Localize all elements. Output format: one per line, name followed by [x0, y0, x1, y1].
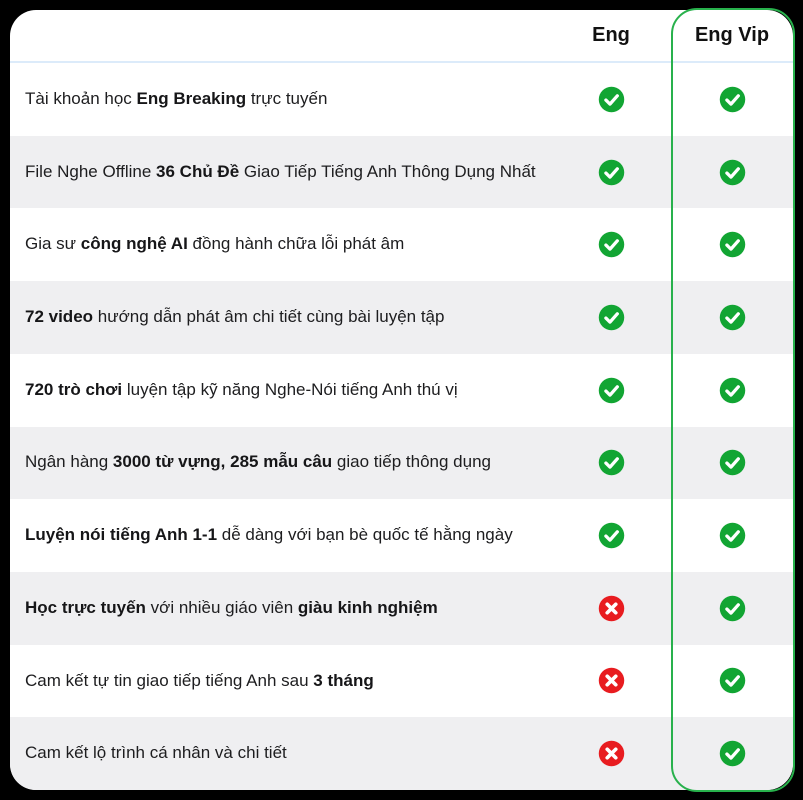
feature-text-bold: 720 trò chơi — [25, 379, 123, 399]
check-icon — [719, 86, 745, 113]
feature-text-bold: giàu kinh nghiệm — [297, 597, 438, 617]
comparison-card: Eng Eng Vip Tài khoản học Eng Breaking t… — [10, 10, 793, 790]
table-row: File Nghe Offline 36 Chủ Đề Giao Tiếp Ti… — [10, 135, 793, 209]
table-body: Tài khoản học Eng Breaking trực tuyến Fi… — [10, 63, 793, 790]
column-header-eng-vip: Eng Vip — [694, 24, 770, 46]
column-header-eng: Eng — [592, 24, 630, 46]
vip-cell — [671, 377, 793, 404]
feature-label: Học trực tuyến với nhiều giáo viên giàu … — [10, 597, 551, 620]
vip-cell — [671, 667, 793, 694]
feature-label: 72 video hướng dẫn phát âm chi tiết cùng… — [10, 306, 551, 329]
check-icon — [719, 232, 745, 258]
check-icon — [719, 450, 745, 476]
eng-cell — [551, 304, 671, 331]
feature-text: Cam kết tự tin giao tiếp tiếng Anh sau — [25, 670, 314, 690]
cross-icon — [598, 595, 624, 621]
cross-icon — [598, 668, 624, 694]
check-icon — [598, 304, 624, 331]
table-row: 72 video hướng dẫn phát âm chi tiết cùng… — [10, 281, 793, 354]
eng-cell — [551, 231, 671, 258]
feature-label: Cam kết tự tin giao tiếp tiếng Anh sau 3… — [10, 670, 551, 693]
feature-label: File Nghe Offline 36 Chủ Đề Giao Tiếp Ti… — [10, 161, 551, 184]
feature-text-bold: Eng Breaking — [136, 88, 247, 108]
vip-cell — [671, 595, 793, 622]
feature-text-bold: Luyện nói tiếng Anh 1-1 — [25, 525, 218, 545]
vip-cell — [671, 86, 793, 113]
eng-cell — [551, 86, 671, 113]
table-row: Học trực tuyến với nhiều giáo viên giàu … — [10, 571, 793, 645]
check-icon — [598, 159, 624, 185]
table-row: Gia sư công nghệ AI đồng hành chữa lỗi p… — [10, 208, 793, 281]
table-header: Eng Eng Vip — [10, 10, 793, 63]
check-icon — [719, 740, 745, 767]
feature-text: Cam kết lộ trình cá nhân và chi tiết — [25, 743, 287, 763]
feature-label: Luyện nói tiếng Anh 1-1 dễ dàng với bạn … — [10, 524, 551, 547]
table-row: 720 trò chơi luyện tập kỹ năng Nghe-Nói … — [10, 354, 793, 427]
feature-text: Ngân hàng — [25, 452, 113, 472]
eng-cell — [551, 595, 671, 622]
vip-cell — [671, 449, 793, 476]
check-icon — [598, 522, 624, 549]
feature-label: Tài khoản học Eng Breaking trực tuyến — [10, 88, 551, 111]
table-row: Luyện nói tiếng Anh 1-1 dễ dàng với bạn … — [10, 499, 793, 572]
feature-label: Gia sư công nghệ AI đồng hành chữa lỗi p… — [10, 233, 551, 256]
table-row: Cam kết lộ trình cá nhân và chi tiết — [10, 717, 793, 790]
feature-text-bold: 72 video — [25, 306, 94, 326]
feature-text: File Nghe Offline — [25, 161, 157, 181]
feature-text: luyện tập kỹ năng Nghe-Nói tiếng Anh thú… — [122, 379, 458, 399]
check-icon — [719, 668, 745, 694]
vip-cell — [671, 159, 793, 186]
feature-text-bold: 3 tháng — [313, 670, 374, 690]
feature-text-bold: Học trực tuyến — [25, 597, 146, 617]
eng-cell — [551, 740, 671, 767]
feature-text: đồng hành chữa lỗi phát âm — [187, 234, 405, 254]
check-icon — [598, 86, 624, 113]
vip-cell — [671, 740, 793, 767]
table-row: Ngân hàng 3000 từ vựng, 285 mẫu câu giao… — [10, 426, 793, 500]
vip-cell — [671, 304, 793, 331]
check-icon — [598, 450, 624, 476]
feature-text-bold: 36 Chủ Đề — [156, 161, 240, 181]
vip-cell — [671, 522, 793, 549]
check-icon — [719, 377, 745, 403]
feature-text: dễ dàng với bạn bè quốc tế hằng ngày — [217, 525, 513, 545]
check-icon — [719, 159, 745, 185]
eng-cell — [551, 159, 671, 186]
vip-cell — [671, 231, 793, 258]
feature-text: Giao Tiếp Tiếng Anh Thông Dụng Nhất — [239, 161, 536, 181]
table-row: Cam kết tự tin giao tiếp tiếng Anh sau 3… — [10, 645, 793, 718]
eng-cell — [551, 449, 671, 476]
feature-text: giao tiếp thông dụng — [332, 452, 491, 472]
feature-text: trực tuyến — [246, 88, 328, 108]
check-icon — [719, 304, 745, 331]
eng-cell — [551, 522, 671, 549]
eng-cell — [551, 377, 671, 404]
table-row: Tài khoản học Eng Breaking trực tuyến — [10, 63, 793, 136]
feature-text-bold: 3000 từ vựng, 285 mẫu câu — [112, 452, 333, 472]
feature-text: với nhiều giáo viên — [145, 597, 298, 617]
check-icon — [719, 522, 745, 549]
feature-label: Ngân hàng 3000 từ vựng, 285 mẫu câu giao… — [10, 451, 551, 474]
feature-text: Gia sư — [25, 234, 81, 254]
feature-text-bold: công nghệ AI — [80, 234, 188, 254]
cross-icon — [598, 740, 624, 767]
check-icon — [598, 377, 624, 403]
feature-label: 720 trò chơi luyện tập kỹ năng Nghe-Nói … — [10, 379, 551, 402]
feature-label: Cam kết lộ trình cá nhân và chi tiết — [10, 742, 551, 765]
eng-cell — [551, 667, 671, 694]
check-icon — [598, 232, 624, 258]
feature-text: hướng dẫn phát âm chi tiết cùng bài luyệ… — [93, 306, 445, 326]
feature-text: Tài khoản học — [25, 88, 137, 108]
check-icon — [719, 595, 745, 621]
